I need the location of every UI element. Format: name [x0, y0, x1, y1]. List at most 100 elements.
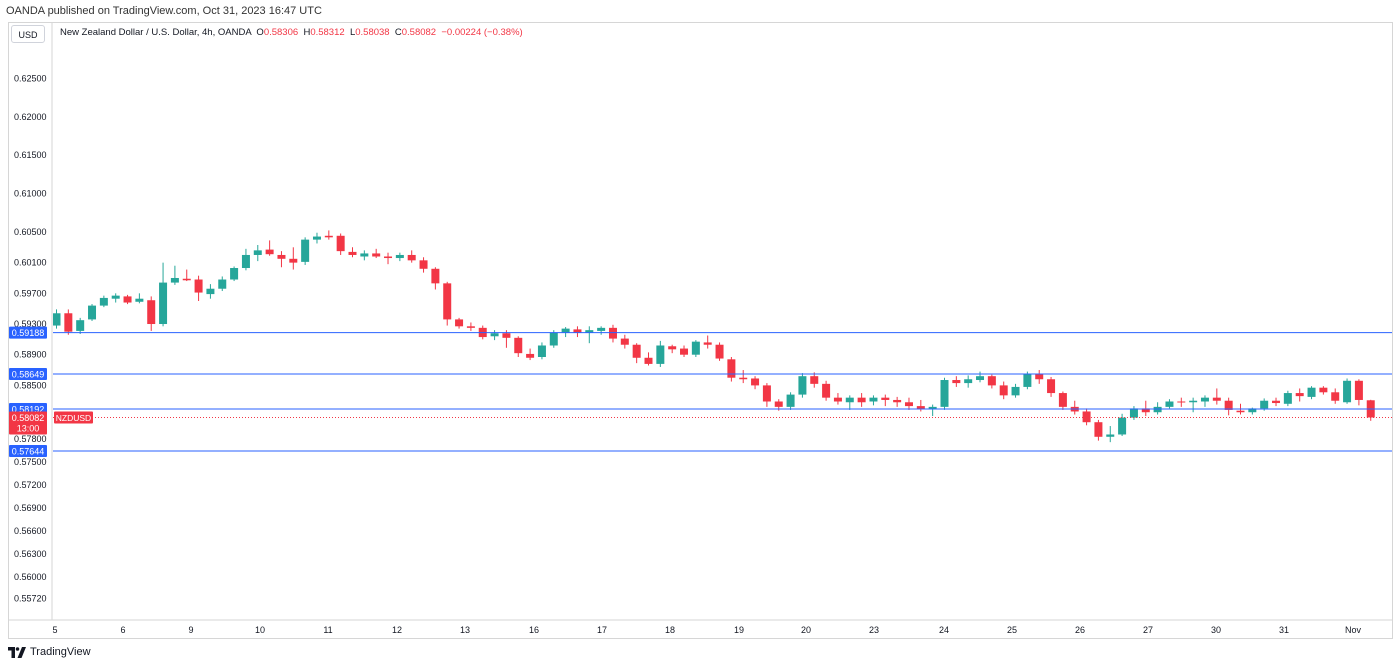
candle-body	[1035, 373, 1044, 380]
candle-body	[159, 282, 168, 325]
candle-body	[1200, 397, 1209, 402]
candle-body	[762, 385, 771, 402]
candle-body	[1283, 393, 1292, 404]
time-tick-label: 17	[597, 625, 607, 635]
candle-body	[1295, 393, 1304, 397]
candle-body	[1058, 393, 1067, 407]
time-tick-label: 26	[1075, 625, 1085, 635]
time-tick-label: 18	[665, 625, 675, 635]
candle-body	[952, 380, 961, 384]
candle-body	[620, 338, 629, 345]
level-price-label-bg	[9, 445, 47, 458]
candle-body	[1106, 434, 1115, 437]
candle-body	[301, 239, 310, 262]
price-tick-label: 0.60100	[14, 258, 47, 268]
candle-body	[230, 268, 239, 280]
candle-body	[289, 258, 298, 263]
candle-body	[1023, 373, 1032, 387]
candle-body	[1082, 411, 1091, 423]
price-axis[interactable]: 0.62500 0.62000 0.61500 0.61000 0.60500 0.601…	[14, 74, 47, 604]
candle-body	[1248, 408, 1257, 413]
time-tick-label: 6	[120, 625, 125, 635]
open-value: 0.58306	[263, 27, 299, 38]
price-tick-label: 0.56000	[14, 572, 47, 582]
open-label: O	[256, 27, 264, 38]
price-tick-label: 0.59300	[14, 319, 47, 329]
time-tick-label: 25	[1007, 625, 1017, 635]
candle-body	[904, 402, 913, 407]
price-tick-label: 0.58500	[14, 380, 47, 390]
candle-body	[1129, 408, 1138, 418]
price-tick-label: 0.57800	[14, 434, 47, 444]
footer-brand-text: TradingView	[30, 646, 91, 658]
level-price-label: 0.57644	[12, 447, 45, 457]
candle-body	[1165, 401, 1174, 407]
candle-body	[727, 359, 736, 378]
candle-body	[514, 337, 523, 354]
high-label: H	[303, 27, 311, 38]
price-tick-label: 0.61500	[14, 150, 47, 160]
close-label: C	[394, 27, 402, 38]
candle-body	[976, 376, 985, 381]
candle-body	[312, 236, 321, 240]
candle-body	[573, 329, 582, 333]
candle-body	[123, 296, 132, 303]
candle-body	[668, 346, 677, 350]
candle-body	[88, 305, 97, 320]
time-tick-label: 23	[869, 625, 879, 635]
candle-body	[774, 401, 783, 407]
change-value: −0.00224 (−0.38%)	[441, 27, 523, 38]
candle-body	[881, 397, 890, 400]
candle-body	[644, 357, 653, 364]
symbol-legend: New Zealand Dollar / U.S. Dollar, 4h, OA…	[60, 27, 523, 38]
candle-body	[845, 397, 854, 403]
candle-body	[1177, 401, 1186, 403]
candle-body	[395, 254, 404, 259]
level-price-label-bg	[9, 326, 47, 339]
price-tick-label: 0.56300	[14, 549, 47, 559]
candle-body	[194, 279, 203, 293]
candle-body	[1331, 392, 1340, 401]
candle-body	[1047, 379, 1056, 394]
candle-body	[111, 295, 120, 299]
candle-body	[206, 288, 215, 295]
candle-body	[277, 254, 286, 259]
candle-body	[1094, 422, 1103, 437]
candle-body	[632, 344, 641, 358]
candle-body	[715, 344, 724, 359]
candle-body	[431, 268, 440, 284]
time-tick-label: 9	[188, 625, 193, 635]
candle-body	[1141, 408, 1150, 413]
time-tick-label: 27	[1143, 625, 1153, 635]
candle-body	[940, 380, 949, 407]
high-value: 0.58312	[310, 27, 345, 38]
candle-body	[1307, 387, 1316, 397]
price-tick-label: 0.60500	[14, 227, 47, 237]
time-tick-label: 20	[801, 625, 811, 635]
candle-body	[1189, 400, 1198, 403]
time-tick-label: 30	[1211, 625, 1221, 635]
price-tick-label: 0.56600	[14, 526, 47, 536]
time-tick-label: 16	[529, 625, 539, 635]
time-axis[interactable]: 5 6 9 10 11 12 13 16 17 18 19 20 23 24 25 26 27 30 31 Nov	[52, 625, 1361, 635]
currency-button[interactable]: USD	[11, 25, 45, 43]
candle-body	[241, 254, 250, 269]
candle-body	[798, 376, 807, 395]
candle-body	[455, 319, 464, 327]
level-price-label: 0.58649	[12, 369, 45, 379]
time-tick-label: 12	[392, 625, 402, 635]
price-tick-label: 0.55720	[14, 594, 47, 604]
candle-body	[1343, 380, 1352, 403]
candle-body	[1212, 397, 1221, 401]
current-price-label-bg	[9, 411, 47, 435]
candle-body	[53, 313, 61, 326]
candle-body	[99, 297, 108, 306]
candle-body	[549, 332, 558, 346]
symbol-tag-label: NZDUSD	[56, 413, 91, 423]
candle-body	[1118, 417, 1127, 435]
candle-body	[407, 254, 416, 261]
footer-brand[interactable]: TradingView	[8, 646, 91, 658]
candle-body	[336, 235, 345, 252]
candle-body	[419, 260, 428, 269]
